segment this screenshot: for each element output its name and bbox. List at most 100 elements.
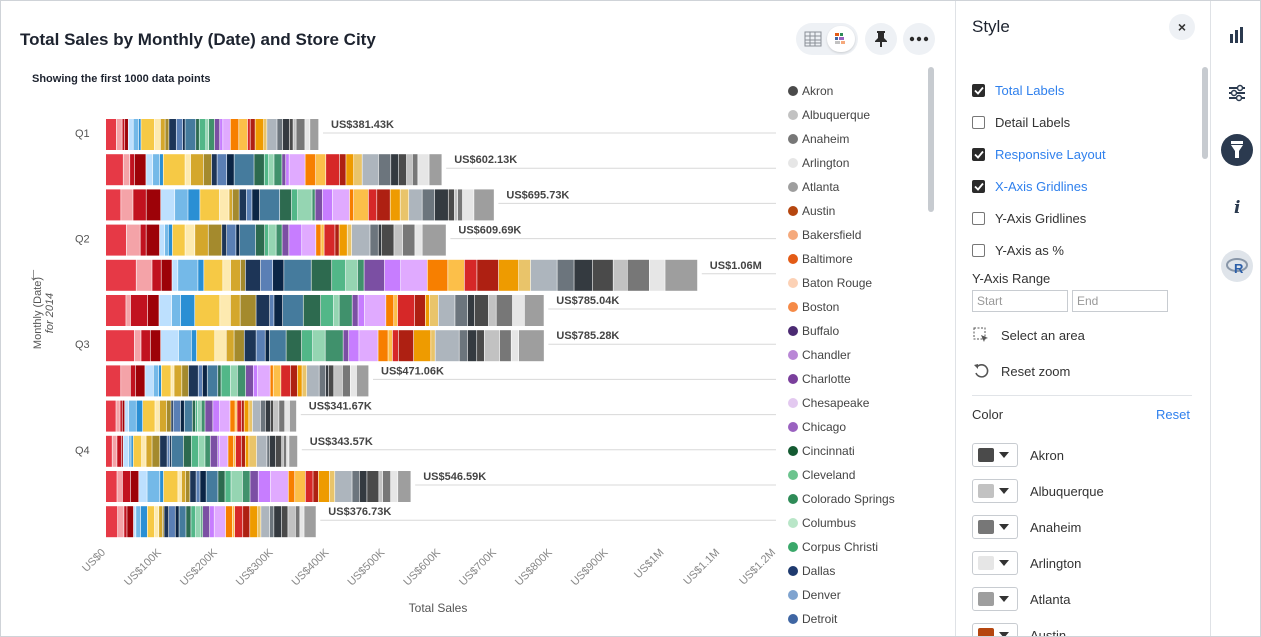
bar-segment[interactable] bbox=[454, 189, 458, 221]
bar-segment[interactable] bbox=[386, 295, 394, 326]
bar-segment[interactable] bbox=[343, 330, 349, 362]
bar-segment[interactable] bbox=[179, 506, 186, 538]
bar-segment[interactable] bbox=[180, 400, 184, 432]
bar-segment[interactable] bbox=[398, 330, 414, 362]
bar-segment[interactable] bbox=[128, 119, 133, 150]
bar-segment[interactable] bbox=[334, 365, 343, 397]
bar-segment[interactable] bbox=[221, 365, 231, 397]
bar-segment[interactable] bbox=[283, 435, 287, 467]
bar-segment[interactable] bbox=[171, 295, 181, 326]
bar-segment[interactable] bbox=[146, 435, 152, 467]
bar-segment[interactable] bbox=[196, 330, 215, 362]
bar-segment[interactable] bbox=[172, 259, 178, 291]
bar-segment[interactable] bbox=[170, 435, 172, 467]
bar-segment[interactable] bbox=[160, 435, 167, 467]
bar-segment[interactable] bbox=[159, 224, 165, 256]
legend-item[interactable]: Arlington bbox=[788, 151, 928, 175]
bar-segment[interactable] bbox=[154, 119, 161, 150]
bar-segment[interactable] bbox=[195, 506, 201, 538]
bar-segment[interactable] bbox=[159, 400, 167, 432]
bar-segment[interactable] bbox=[172, 224, 185, 256]
bar-segment[interactable] bbox=[185, 224, 195, 256]
bar-segment[interactable] bbox=[297, 189, 312, 221]
bar-segment[interactable] bbox=[264, 119, 267, 150]
bar-segment[interactable] bbox=[316, 224, 321, 256]
sort-direction-icon[interactable]: ↓ bbox=[29, 264, 38, 284]
bar-segment[interactable] bbox=[191, 506, 196, 538]
legend-item[interactable]: Chandler bbox=[788, 343, 928, 367]
bar-segment[interactable] bbox=[121, 435, 123, 467]
bar-segment[interactable] bbox=[134, 330, 141, 362]
bar-segment[interactable] bbox=[359, 471, 367, 502]
bar-segment[interactable] bbox=[209, 119, 215, 150]
bar-segment[interactable] bbox=[302, 365, 307, 397]
bar-segment[interactable] bbox=[289, 435, 298, 467]
bar-segment[interactable] bbox=[349, 189, 354, 221]
bar-segment[interactable] bbox=[225, 471, 231, 502]
bar-segment[interactable] bbox=[364, 259, 385, 291]
bar-segment[interactable] bbox=[318, 471, 330, 502]
bar-segment[interactable] bbox=[315, 154, 326, 186]
legend-item[interactable]: Colorado Springs bbox=[788, 487, 928, 511]
legend-item[interactable]: Denver bbox=[788, 583, 928, 607]
checkbox[interactable] bbox=[972, 179, 985, 193]
bar-segment[interactable] bbox=[282, 224, 289, 256]
bar-segment[interactable] bbox=[277, 119, 283, 150]
checkbox[interactable] bbox=[972, 243, 985, 257]
bar-segment[interactable] bbox=[297, 365, 302, 397]
bar-segment[interactable] bbox=[319, 365, 326, 397]
bar-segment[interactable] bbox=[400, 189, 409, 221]
bar-segment[interactable] bbox=[123, 154, 130, 186]
bar-segment[interactable] bbox=[321, 224, 324, 256]
bar-segment[interactable] bbox=[381, 224, 394, 256]
bar-segment[interactable] bbox=[234, 154, 254, 186]
bar-segment[interactable] bbox=[234, 330, 244, 362]
bar-segment[interactable] bbox=[106, 119, 117, 150]
bar-segment[interactable] bbox=[236, 224, 240, 256]
bar-segment[interactable] bbox=[198, 259, 204, 291]
legend-item[interactable]: Cleveland bbox=[788, 463, 928, 487]
bar-segment[interactable] bbox=[260, 400, 266, 432]
color-picker-button[interactable] bbox=[972, 551, 1018, 575]
bar-segment[interactable] bbox=[382, 471, 391, 502]
bar-segment[interactable] bbox=[261, 506, 270, 538]
more-options-button[interactable] bbox=[903, 23, 935, 55]
bar-segment[interactable] bbox=[431, 330, 435, 362]
bar-segment[interactable] bbox=[244, 330, 256, 362]
legend-item[interactable]: Atlanta bbox=[788, 175, 928, 199]
bar-segment[interactable] bbox=[117, 506, 124, 538]
color-reset-link[interactable]: Reset bbox=[1156, 407, 1190, 422]
bar-segment[interactable] bbox=[267, 435, 270, 467]
bar-segment[interactable] bbox=[295, 471, 306, 502]
bar-segment[interactable] bbox=[130, 154, 135, 186]
bar-segment[interactable] bbox=[185, 154, 191, 186]
bar-segment[interactable] bbox=[429, 295, 439, 326]
bar-segment[interactable] bbox=[303, 295, 321, 326]
bar-segment[interactable] bbox=[154, 506, 159, 538]
bar-segment[interactable] bbox=[210, 435, 218, 467]
bar-segment[interactable] bbox=[325, 365, 329, 397]
style-option[interactable]: X-Axis Gridlines bbox=[972, 177, 1087, 195]
bar-segment[interactable] bbox=[409, 189, 422, 221]
bar-segment[interactable] bbox=[147, 295, 159, 326]
bar-segment[interactable] bbox=[429, 154, 442, 186]
style-panel-scrollbar[interactable] bbox=[1202, 67, 1208, 159]
bar-segment[interactable] bbox=[141, 435, 146, 467]
bar-segment[interactable] bbox=[305, 119, 310, 150]
bar-segment[interactable] bbox=[106, 471, 117, 502]
bar-segment[interactable] bbox=[129, 400, 136, 432]
bar-segment[interactable] bbox=[328, 365, 334, 397]
bar-segment[interactable] bbox=[184, 400, 192, 432]
bar-segment[interactable] bbox=[161, 189, 175, 221]
bar-segment[interactable] bbox=[498, 259, 519, 291]
bar-segment[interactable] bbox=[117, 471, 123, 502]
bar-segment[interactable] bbox=[342, 365, 351, 397]
y-axis-range-end-input[interactable] bbox=[1072, 290, 1168, 312]
bar-segment[interactable] bbox=[312, 189, 315, 221]
bar-segment[interactable] bbox=[133, 189, 146, 221]
style-option[interactable]: Total Labels bbox=[972, 81, 1064, 99]
bar-segment[interactable] bbox=[397, 295, 415, 326]
rail-info-button[interactable]: i bbox=[1221, 191, 1253, 223]
style-option[interactable]: Y-Axis as % bbox=[972, 241, 1064, 259]
bar-segment[interactable] bbox=[448, 189, 455, 221]
